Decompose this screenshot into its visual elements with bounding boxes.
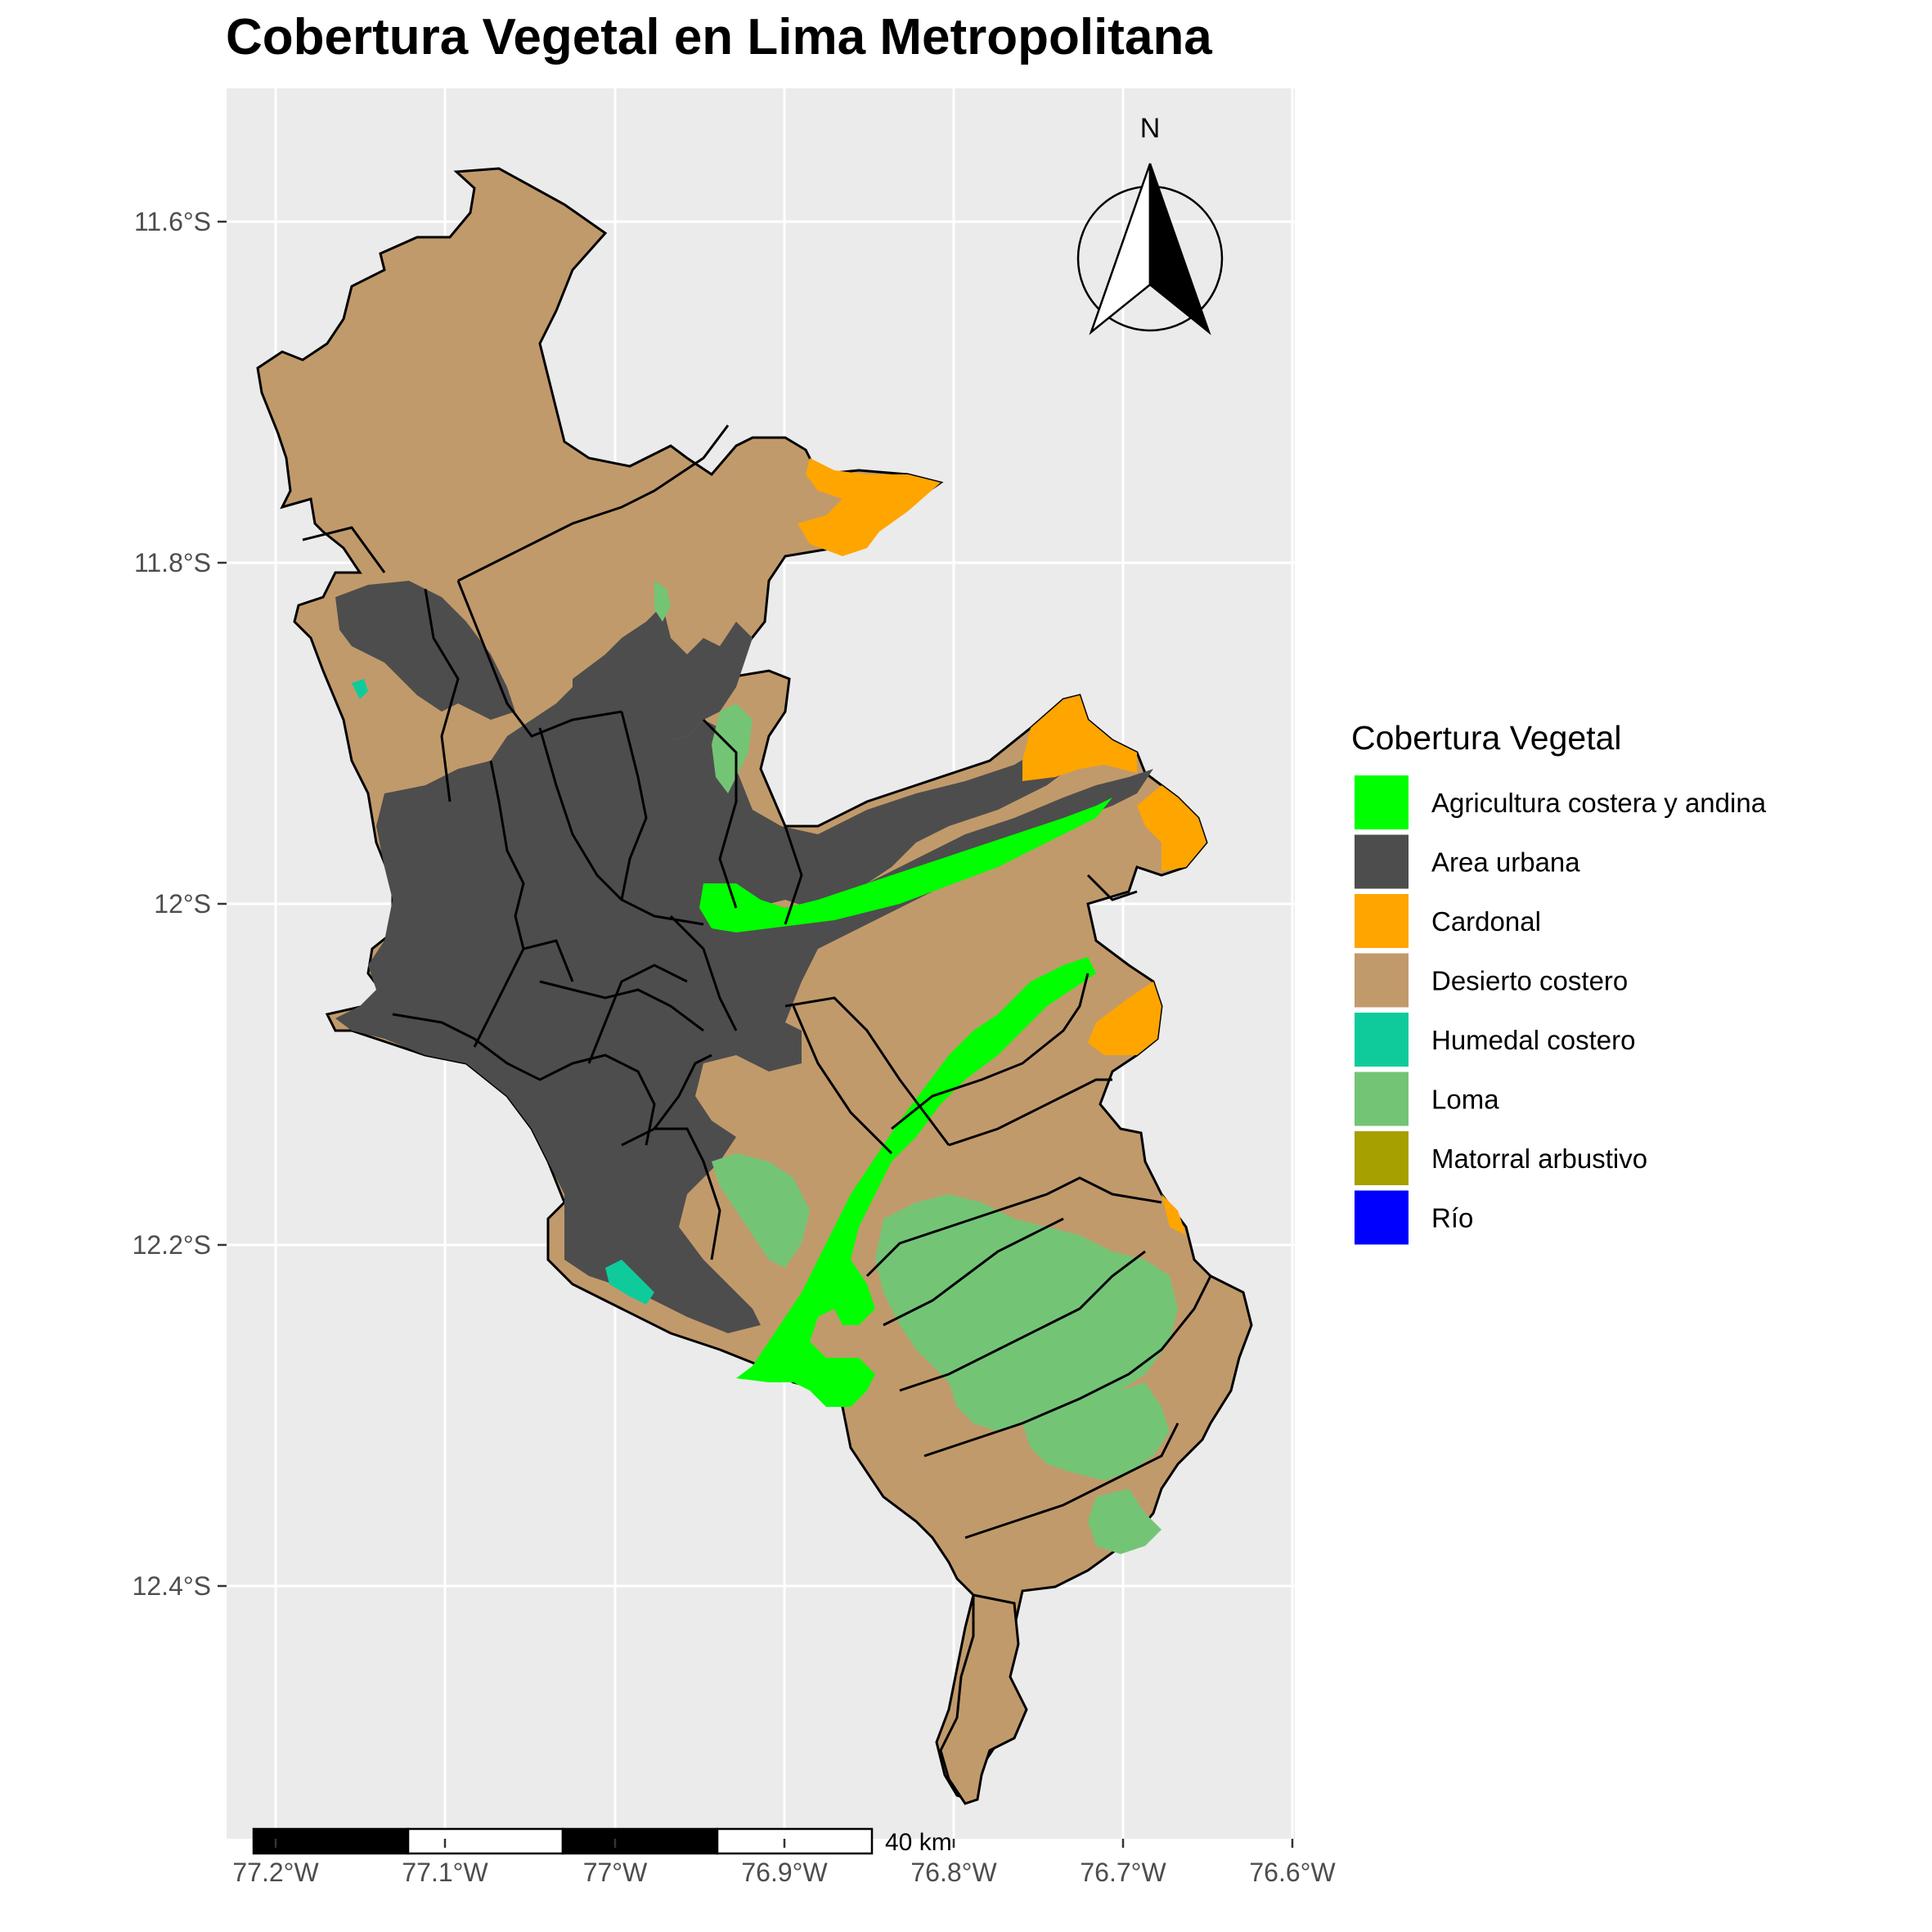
y-tick-label: 12.2°S <box>133 1230 211 1260</box>
cardonal-east-4 <box>1161 1194 1186 1235</box>
axis-ticks <box>218 220 1294 1848</box>
cardonal-east-3 <box>1088 982 1161 1055</box>
legend-label: Humedal costero <box>1431 1025 1635 1055</box>
legend-title: Cobertura Vegetal <box>1351 719 1622 757</box>
x-tick-label: 77°W <box>583 1858 648 1887</box>
x-tick-label: 76.9°W <box>741 1858 828 1887</box>
legend: Cobertura Vegetal Agricultura costera y … <box>1351 719 1767 1245</box>
y-tick-label: 12°S <box>154 889 211 919</box>
scale-bar <box>252 1827 874 1855</box>
x-tick-label: 77.1°W <box>402 1858 488 1887</box>
cardonal-east-2 <box>1137 785 1206 871</box>
area-urbana-main <box>335 654 1080 1333</box>
legend-swatch <box>1355 1013 1409 1067</box>
x-tick-label: 77.2°W <box>232 1858 319 1887</box>
legend-label: Area urbana <box>1431 847 1580 878</box>
legend-label: Matorral arbustivo <box>1431 1143 1647 1174</box>
agricultura-layer <box>699 798 1112 1407</box>
north-arrow: N <box>1076 113 1224 335</box>
y-tick-label: 11.8°S <box>134 548 211 577</box>
district-boundaries <box>302 425 1212 1539</box>
y-tick-label: 12.4°S <box>133 1571 211 1601</box>
x-tick-label: 76.7°W <box>1080 1858 1166 1887</box>
humedal-layer <box>352 679 654 1305</box>
y-tick-label: 11.6°S <box>134 207 211 236</box>
legend-swatch <box>1355 1072 1409 1126</box>
cardonal-east-1 <box>1022 695 1137 781</box>
legend-label: Desierto costero <box>1431 966 1628 996</box>
legend-items: Agricultura costera y andina Area urbana C… <box>1355 775 1767 1245</box>
agricultura-rimac <box>699 798 1112 932</box>
legend-label: Río <box>1431 1203 1473 1233</box>
cardonal-north <box>798 458 941 556</box>
legend-label: Cardonal <box>1431 906 1541 937</box>
agricultura-lurin <box>736 957 1096 1407</box>
x-tick-label: 76.8°W <box>910 1858 997 1887</box>
loma-south-1 <box>712 1153 810 1268</box>
humedal-south <box>605 1260 654 1305</box>
legend-swatch <box>1355 1131 1409 1185</box>
area-urbana-valley <box>573 605 753 740</box>
x-tick-labels: 77.2°W 77.1°W 77°W 76.9°W 76.8°W 76.7°W … <box>232 1858 1336 1887</box>
area-urbana-north <box>335 581 515 720</box>
cardonal-layer <box>798 458 1206 1235</box>
scale-bar-label: 40 km <box>885 1829 952 1856</box>
legend-swatch <box>1355 953 1409 1008</box>
loma-north <box>654 581 671 622</box>
legend-swatch <box>1355 775 1409 829</box>
south-peninsula <box>939 1593 1028 1805</box>
loma-south-4 <box>1088 1489 1161 1554</box>
y-tick-labels: 11.6°S 11.8°S 12°S 12.2°S 12.4°S <box>133 207 211 1601</box>
legend-swatch <box>1355 834 1409 889</box>
humedal-north <box>352 679 368 699</box>
legend-swatch <box>1355 1190 1409 1245</box>
legend-label: Loma <box>1431 1085 1499 1115</box>
legend-swatch <box>1355 894 1409 948</box>
north-label: N <box>1140 113 1161 144</box>
map-title: Cobertura Vegetal en Lima Metropolitana <box>226 9 1212 65</box>
x-tick-label: 76.6°W <box>1249 1858 1336 1887</box>
legend-label: Agricultura costera y andina <box>1431 788 1767 818</box>
